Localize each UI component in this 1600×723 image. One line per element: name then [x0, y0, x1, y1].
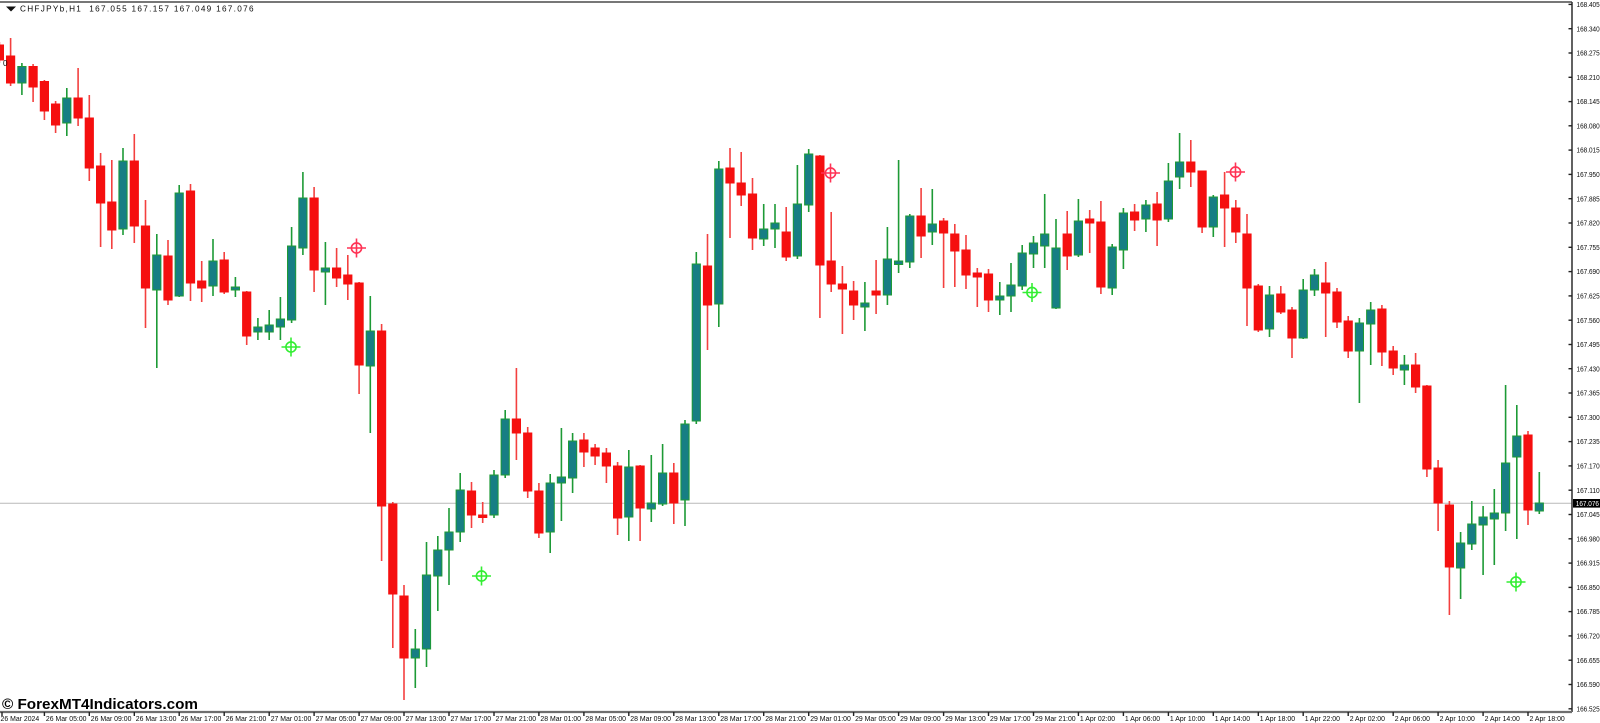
svg-text:167.235: 167.235	[1577, 439, 1600, 446]
svg-text:166.590: 166.590	[1577, 682, 1600, 689]
svg-text:166.655: 166.655	[1577, 658, 1600, 665]
svg-text:167.885: 167.885	[1577, 196, 1600, 203]
svg-text:168.015: 168.015	[1577, 148, 1600, 155]
svg-text:27 Mar 13:00: 27 Mar 13:00	[406, 716, 447, 723]
svg-text:27 Mar 21:00: 27 Mar 21:00	[496, 716, 537, 723]
svg-text:29 Mar 13:00: 29 Mar 13:00	[945, 716, 986, 723]
svg-text:© ForexMT4Indicators.com: © ForexMT4Indicators.com	[2, 696, 198, 713]
svg-text:27 Mar 09:00: 27 Mar 09:00	[361, 716, 402, 723]
svg-text:167.495: 167.495	[1577, 342, 1600, 349]
svg-text:168.405: 168.405	[1577, 2, 1600, 9]
svg-text:2 Apr 02:00: 2 Apr 02:00	[1350, 716, 1385, 723]
svg-text:167.170: 167.170	[1577, 464, 1600, 471]
svg-text:0: 0	[3, 59, 8, 68]
svg-text:168.275: 168.275	[1577, 51, 1600, 58]
svg-text:26 Mar 09:00: 26 Mar 09:00	[91, 716, 132, 723]
svg-text:26 Mar 13:00: 26 Mar 13:00	[136, 716, 177, 723]
svg-text:2 Apr 06:00: 2 Apr 06:00	[1395, 716, 1430, 723]
svg-text:CHFJPYb,H1 167.055 167.157 16: CHFJPYb,H1 167.055 167.157 167.049 167.0…	[20, 5, 255, 14]
svg-text:167.300: 167.300	[1577, 415, 1600, 422]
svg-text:29 Mar 21:00: 29 Mar 21:00	[1035, 716, 1076, 723]
svg-text:167.820: 167.820	[1577, 221, 1600, 228]
svg-text:26 Mar 17:00: 26 Mar 17:00	[181, 716, 222, 723]
svg-text:1 Apr 18:00: 1 Apr 18:00	[1260, 716, 1295, 723]
svg-text:167.076: 167.076	[1576, 500, 1599, 508]
svg-text:26 Mar 21:00: 26 Mar 21:00	[226, 716, 267, 723]
svg-text:29 Mar 01:00: 29 Mar 01:00	[810, 716, 851, 723]
svg-text:166.915: 166.915	[1577, 561, 1600, 568]
svg-text:166.850: 166.850	[1577, 585, 1600, 592]
svg-text:28 Mar 17:00: 28 Mar 17:00	[720, 716, 761, 723]
svg-text:167.625: 167.625	[1577, 294, 1600, 301]
svg-text:1 Apr 06:00: 1 Apr 06:00	[1125, 716, 1160, 723]
svg-text:167.690: 167.690	[1577, 269, 1600, 276]
svg-text:2 Apr 18:00: 2 Apr 18:00	[1530, 716, 1565, 723]
svg-text:1 Apr 14:00: 1 Apr 14:00	[1215, 716, 1250, 723]
svg-text:167.430: 167.430	[1577, 366, 1600, 373]
svg-text:27 Mar 01:00: 27 Mar 01:00	[271, 716, 312, 723]
svg-text:28 Mar 09:00: 28 Mar 09:00	[630, 716, 671, 723]
svg-text:167.755: 167.755	[1577, 245, 1600, 252]
svg-text:27 Mar 17:00: 27 Mar 17:00	[451, 716, 492, 723]
svg-text:26 Mar 2024: 26 Mar 2024	[1, 716, 40, 723]
svg-text:167.365: 167.365	[1577, 391, 1600, 398]
svg-text:166.785: 166.785	[1577, 609, 1600, 616]
svg-text:1 Apr 10:00: 1 Apr 10:00	[1170, 716, 1205, 723]
svg-text:168.210: 168.210	[1577, 75, 1600, 82]
svg-text:28 Mar 01:00: 28 Mar 01:00	[540, 716, 581, 723]
svg-text:166.980: 166.980	[1577, 536, 1600, 543]
svg-text:2 Apr 10:00: 2 Apr 10:00	[1440, 716, 1475, 723]
svg-text:27 Mar 05:00: 27 Mar 05:00	[316, 716, 357, 723]
svg-text:167.110: 167.110	[1577, 488, 1600, 495]
svg-text:166.720: 166.720	[1577, 634, 1600, 641]
svg-text:28 Mar 21:00: 28 Mar 21:00	[765, 716, 806, 723]
svg-text:1 Apr 22:00: 1 Apr 22:00	[1305, 716, 1340, 723]
svg-text:1 Apr 02:00: 1 Apr 02:00	[1080, 716, 1115, 723]
svg-text:26 Mar 05:00: 26 Mar 05:00	[46, 716, 87, 723]
svg-text:29 Mar 09:00: 29 Mar 09:00	[900, 716, 941, 723]
svg-text:28 Mar 05:00: 28 Mar 05:00	[585, 716, 626, 723]
svg-text:167.950: 167.950	[1577, 172, 1600, 179]
svg-text:28 Mar 13:00: 28 Mar 13:00	[675, 716, 716, 723]
svg-text:29 Mar 17:00: 29 Mar 17:00	[990, 716, 1031, 723]
svg-text:168.080: 168.080	[1577, 123, 1600, 130]
svg-text:168.340: 168.340	[1577, 26, 1600, 33]
svg-text:29 Mar 05:00: 29 Mar 05:00	[855, 716, 896, 723]
svg-text:168.145: 168.145	[1577, 99, 1600, 106]
svg-text:167.045: 167.045	[1577, 512, 1600, 519]
svg-text:2 Apr 14:00: 2 Apr 14:00	[1485, 716, 1520, 723]
svg-text:167.560: 167.560	[1577, 318, 1600, 325]
svg-text:166.525: 166.525	[1577, 706, 1600, 713]
